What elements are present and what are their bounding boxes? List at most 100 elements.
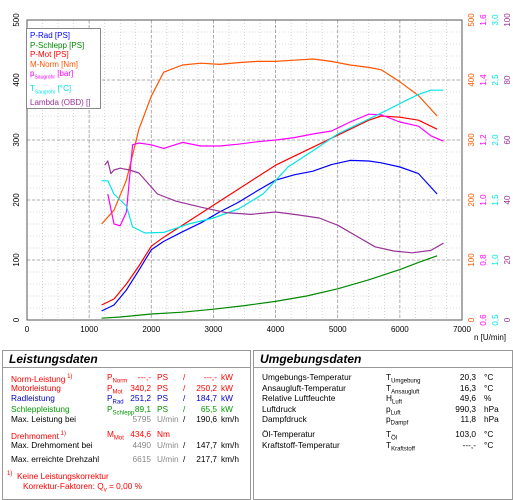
row-symbol: PSchlepp <box>107 403 135 417</box>
right-axis-tick-label: 100 <box>503 13 512 27</box>
row-symbol: TÖl <box>386 428 398 442</box>
row-value: 11,8 <box>460 414 476 425</box>
series-line-3 <box>101 115 438 306</box>
x-tick-label: 3000 <box>205 325 223 334</box>
row-separator: / <box>183 439 186 450</box>
row-unit-1: U/min <box>157 414 179 425</box>
series-line-4 <box>101 58 438 225</box>
max-speed-row: Max. erreichte Drehzahl 6615 U/min / 217… <box>3 454 250 465</box>
row-unit: % <box>484 393 492 404</box>
right-axis-tick-label: 40 <box>503 195 512 204</box>
legend-item: P-Rad [PS] <box>30 31 71 40</box>
umgebung-row: Ansaugluft-Temperatur TAnsaugluft 16,3 °C <box>254 382 512 396</box>
row-unit-1: Nm <box>157 428 170 439</box>
series-line-5 <box>107 113 444 227</box>
legend-item: M-Norm [Nm] <box>30 59 78 69</box>
leistung-row: Max. Drehmoment bei 4490 U/min / 147,7 km/h <box>3 440 250 451</box>
series-line-7 <box>104 160 444 254</box>
series-line-2 <box>101 255 438 319</box>
row-label: Norm-Leistung 1) <box>11 373 73 384</box>
row-label: Max. Leistung bei <box>11 414 77 425</box>
row-label: Ansaugluft-Temperatur <box>262 382 346 393</box>
chart-legend: P-Rad [PS] P-Schlepp [PS] P-Mot [PS] M-Norm… <box>26 28 101 109</box>
row-value-1: 340,2 <box>130 382 151 393</box>
x-tick-label: 4000 <box>267 325 285 334</box>
row-unit: °C <box>484 439 494 450</box>
leistungsdaten-title: Leistungsdaten <box>3 351 250 368</box>
footnote-line1: 1) Keine Leistungskorrektur <box>3 471 250 482</box>
right-axis-tick-label: 2,0 <box>491 134 500 146</box>
legend-item: pSaugrohr [bar] <box>30 69 74 81</box>
leistungsdaten-panel: Leistungsdaten Norm-Leistung 1) PNorm ---,… <box>2 350 251 500</box>
right-axis-tick-label: 1,0 <box>491 254 500 266</box>
x-axis-label: n [U/min] <box>474 333 507 342</box>
umgebung-row: Relative Luftfeuchte HLuft 49,6% <box>254 393 512 406</box>
leistungsdaten-rows: Norm-Leistung 1) PNorm ---,- PS / ---,- kW Moto… <box>3 368 250 425</box>
row-label: Relative Luftfeuchte <box>262 393 336 404</box>
row-value-2: 65,5 <box>200 403 217 414</box>
umgebung-row: Umgebungs-Temperatur TUmgebung 20,3 °C <box>254 372 512 385</box>
right-axis-tick-label: 60 <box>503 135 512 144</box>
umgebungsdaten-panel: Umgebungsdaten Umgebungs-Temperatur TUmge… <box>253 350 513 500</box>
row-value: 103,0 <box>455 428 476 439</box>
x-tick-label: 6000 <box>391 325 409 334</box>
row-unit-1: U/min <box>157 439 179 450</box>
max-speed-label: Max. erreichte Drehzahl <box>11 454 100 465</box>
row-label: Schleppleistung <box>11 403 70 414</box>
row-separator: / <box>183 372 186 382</box>
footnote-marker: 1) <box>7 470 13 477</box>
row-symbol: PNorm <box>107 372 128 385</box>
right-axis-tick-label: 200 <box>467 193 476 207</box>
row-label: Kraftstoff-Temperatur <box>262 439 340 450</box>
x-tick-label: 7000 <box>453 325 471 334</box>
umgebungsdaten-rows: Umgebungs-Temperatur TUmgebung 20,3 °C Ansau… <box>254 368 512 427</box>
right-axis-tick-label: 0,8 <box>479 254 488 266</box>
umgebung-row: Kraftstoff-Temperatur TKraftstoff ---,- °C <box>254 439 512 453</box>
row-separator: / <box>183 382 186 393</box>
right-axis-tick-label: 1,0 <box>479 194 488 206</box>
drehmoment-rows: Drehmoment 1) MMot 434,6 Nm Max. Drehmoment … <box>3 425 250 450</box>
umgebungsdaten-rows2: Öl-Temperatur TÖl 103,0 °C Kraftstoff-Temper… <box>254 425 512 453</box>
row-value-2: ---,- <box>203 372 217 382</box>
row-label: Luftdruck <box>262 403 297 414</box>
legend-item: P-Mot [PS] <box>30 50 69 60</box>
right-axis-tick-label: 3,0 <box>491 14 500 26</box>
row-symbol: TUmgebung <box>386 372 421 385</box>
row-label: Max. Drehmoment bei <box>11 439 93 450</box>
leistung-row: Schleppleistung PSchlepp 89,1 PS / 65,5 kW <box>3 403 250 417</box>
row-value: 49,6 <box>459 393 476 404</box>
right-axis-tick-label: 1,4 <box>479 74 488 86</box>
left-tick-label: 400 <box>12 73 21 87</box>
row-unit-1: PS <box>157 393 169 404</box>
row-symbol: MMot <box>107 428 124 442</box>
row-label: Umgebungs-Temperatur <box>262 372 352 382</box>
row-value-1: 434,6 <box>130 428 151 439</box>
row-unit: hPa <box>484 414 499 425</box>
left-tick-label: 500 <box>12 13 21 27</box>
row-unit: hPa <box>484 403 499 414</box>
row-label: Radleistung <box>11 393 55 404</box>
umgebung-row: Öl-Temperatur TÖl 103,0 °C <box>254 428 512 442</box>
row-separator: / <box>183 414 186 425</box>
right-axis-tick-label: 300 <box>467 133 476 147</box>
max-speed-kmh: 217,7 <box>196 454 217 465</box>
max-speed-rpm-unit: U/min <box>157 454 179 465</box>
row-label: Drehmoment 1) <box>11 430 66 441</box>
right-axis-tick-label: 400 <box>467 73 476 87</box>
footnote-line2: Korrektur-Faktoren: Qv = 0,00 % <box>3 481 250 494</box>
legend-item: TSaugrohr [°C] <box>30 83 72 96</box>
row-unit: °C <box>484 428 494 439</box>
row-label: Motorleistung <box>11 382 61 393</box>
left-axis-ticks: 0 100 200 300 400 500 <box>12 13 21 322</box>
max-speed-kmh-unit: km/h <box>221 454 239 465</box>
row-unit-2: kW <box>221 372 233 382</box>
right-axis-tick-label: 80 <box>503 75 512 84</box>
row-unit-1: PS <box>157 372 169 382</box>
plot-frame <box>26 19 463 321</box>
legend-item: P-Schlepp [PS] <box>30 40 85 50</box>
leistung-row: Norm-Leistung 1) PNorm ---,- PS / ---,- kW <box>3 372 250 385</box>
row-unit-2: km/h <box>221 439 239 450</box>
right-axis-tick-label: 1,5 <box>491 194 500 206</box>
right-axis-tick-label: 100 <box>467 253 476 267</box>
